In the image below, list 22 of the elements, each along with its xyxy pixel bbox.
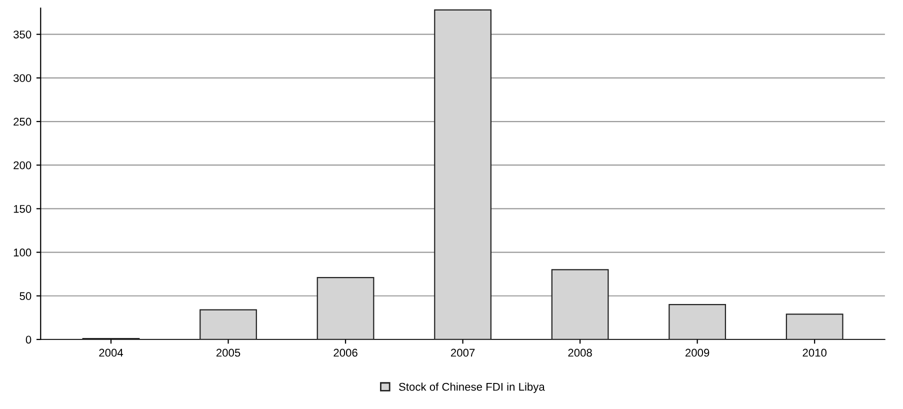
x-tick-label: 2010 [802,348,827,357]
y-tick-label: 50 [20,292,32,300]
bar [200,309,257,340]
x-tick-label: 2005 [216,348,240,357]
y-tick-label: 100 [14,248,32,256]
y-tick-label: 350 [13,30,32,38]
x-tick-label: 2006 [334,348,358,357]
y-tick-label: 0 [26,336,32,344]
bar [786,314,844,340]
bar [668,304,726,340]
bar [551,269,609,340]
y-tick-label: 150 [14,204,32,213]
bar [316,277,374,340]
x-tick-label: 2008 [568,348,592,357]
y-tick-label: 250 [14,118,32,126]
y-tick-label: 300 [13,74,32,82]
x-tick-label: 2009 [686,348,710,357]
y-tick-label: 200 [14,161,32,170]
x-tick-label: 2007 [450,348,475,357]
bar [434,9,492,340]
x-tick-label: 2004 [99,348,124,357]
legend-label: Stock of Chinese FDI in Libya [399,382,545,393]
